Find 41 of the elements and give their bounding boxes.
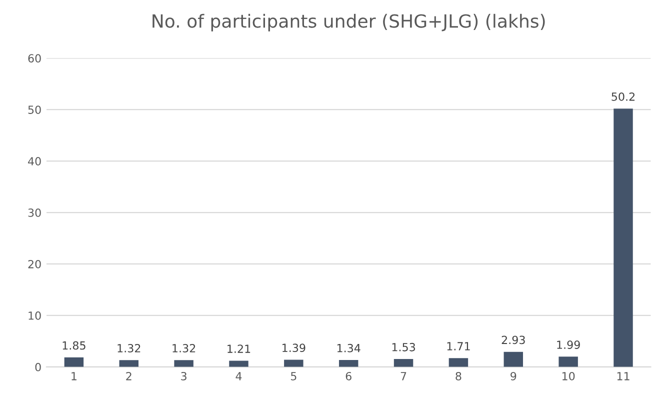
x-tick-label: 7	[400, 372, 406, 380]
y-tick-label: 60	[28, 54, 41, 63]
x-tick-label: 5	[290, 372, 296, 380]
bar	[119, 360, 138, 367]
bar	[229, 360, 248, 367]
x-tick-label: 1	[72, 372, 76, 380]
x-tick-label: 8	[456, 372, 462, 380]
bar	[64, 357, 84, 367]
chart-title: No. of participants under (SHG+JLG) (lakhs)	[152, 14, 545, 32]
x-tick-label: 2	[126, 372, 132, 380]
x-tick-label: 6	[346, 372, 352, 380]
data-label: 1.53	[392, 342, 416, 352]
data-label: 1.85	[62, 341, 86, 350]
bar	[448, 358, 468, 367]
y-tick-label: 40	[28, 157, 41, 166]
bar	[504, 352, 524, 367]
bar	[614, 108, 633, 367]
bar	[174, 360, 194, 367]
data-label: 1.21	[228, 344, 250, 353]
x-tick-label: 9	[510, 372, 516, 380]
y-tick-label: 30	[28, 208, 41, 217]
y-tick-label: 10	[28, 311, 41, 320]
data-label: 1.34	[337, 344, 360, 352]
bar	[558, 356, 578, 367]
x-tick-label: 10	[562, 372, 575, 380]
x-tick-label: 4	[236, 372, 242, 380]
bar	[394, 359, 414, 367]
y-tick-label: 50	[28, 106, 41, 114]
data-label: 1.71	[447, 342, 470, 350]
data-label: 1.99	[557, 340, 580, 349]
data-label: 1.32	[118, 344, 140, 352]
data-label: 2.93	[502, 336, 525, 344]
data-label: 50.2	[612, 92, 635, 101]
bar	[338, 360, 358, 367]
bar	[284, 360, 304, 367]
y-tick-label: 20	[28, 260, 41, 268]
x-tick-label: 11	[617, 372, 630, 380]
x-tick-label: 3	[181, 372, 186, 380]
y-tick-label: 0	[35, 362, 41, 372]
data-label: 1.39	[282, 344, 306, 352]
data-label: 1.32	[172, 344, 196, 352]
